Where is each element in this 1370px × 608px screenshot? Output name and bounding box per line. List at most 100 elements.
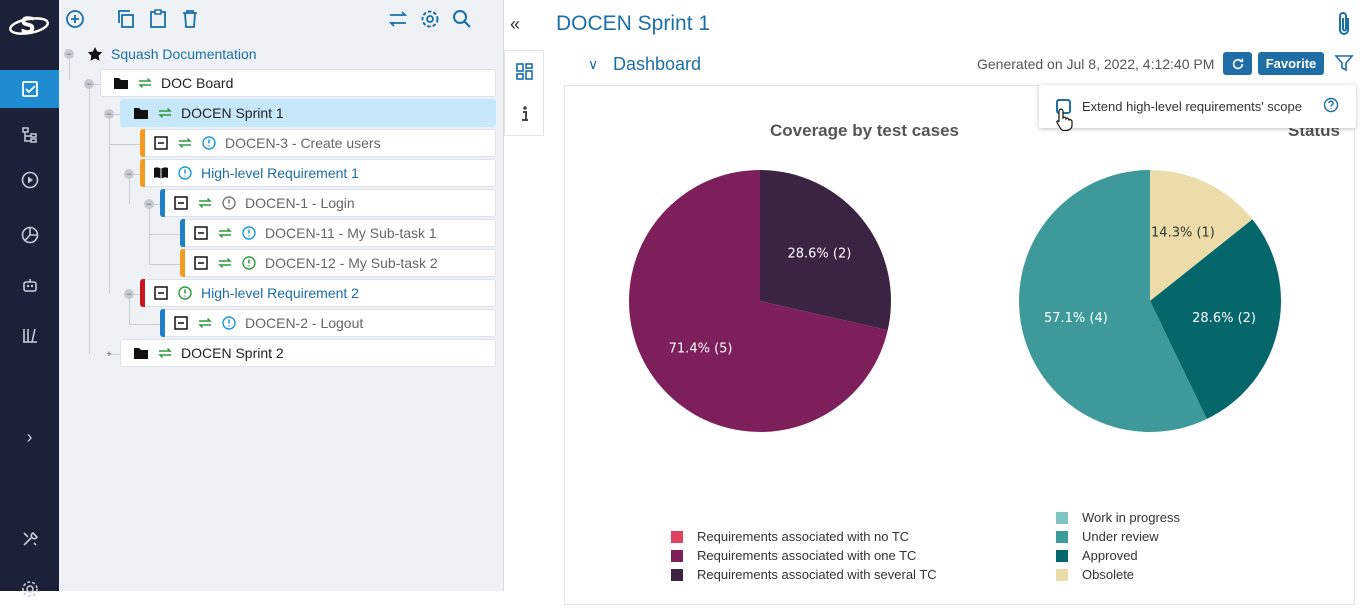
library-nav[interactable] [0, 316, 59, 354]
transfer-button[interactable] [387, 8, 409, 30]
legend-item[interactable]: Under review [1056, 529, 1159, 544]
legend-label: Approved [1082, 548, 1138, 563]
collapse-toggle[interactable]: − [144, 199, 154, 209]
tree-node-label: DOCEN Sprint 2 [181, 345, 284, 361]
requirement-box-icon [153, 135, 169, 151]
search-icon [453, 10, 471, 28]
filter-button[interactable] [1334, 53, 1354, 73]
pie-slice[interactable] [1150, 170, 1253, 301]
pie-slice[interactable] [1018, 170, 1207, 432]
clipboard-icon [150, 9, 166, 28]
dashboard-card: Coverage by test cases Status 28.6% (2) 7… [564, 85, 1355, 605]
tree-root[interactable]: Squash Documentation [87, 40, 387, 68]
copy-button[interactable] [115, 8, 137, 30]
sync-icon [157, 345, 173, 361]
info-circle-icon [201, 135, 217, 151]
paste-button[interactable] [147, 8, 169, 30]
legend-item[interactable]: Obsolete [1056, 567, 1134, 582]
legend-item[interactable]: Requirements associated with one TC [671, 548, 916, 563]
reports-nav[interactable] [0, 216, 59, 254]
legend-item[interactable]: Work in progress [1056, 510, 1180, 525]
pie-icon [21, 226, 38, 244]
info-circle-icon [221, 315, 237, 331]
paperclip-icon [1339, 12, 1349, 35]
double-chevron-left-icon: « [510, 14, 521, 34]
add-button[interactable] [64, 8, 86, 30]
tree-node-docen-12[interactable]: DOCEN-12 - My Sub-task 2 [180, 249, 496, 277]
admin-nav[interactable] [0, 520, 59, 558]
expand-sidebar-button[interactable]: › [0, 418, 59, 456]
sync-icon [157, 105, 173, 121]
gear-icon [21, 581, 38, 597]
info-circle-icon [177, 165, 193, 181]
collapse-toggle[interactable]: − [84, 79, 94, 89]
tree-node-docen-1[interactable]: DOCEN-1 - Login [160, 189, 496, 217]
automation-nav[interactable] [0, 266, 59, 304]
coverage-pie-chart: 28.6% (2) 71.4% (5) [629, 170, 891, 432]
refresh-button[interactable] [1223, 52, 1252, 75]
sync-icon [197, 195, 213, 211]
settings-nav[interactable] [0, 570, 59, 608]
collapse-toggle[interactable]: − [64, 49, 74, 59]
pie-slice[interactable] [629, 170, 888, 432]
tree-node-docen-2[interactable]: DOCEN-2 - Logout [160, 309, 496, 337]
collapse-toggle[interactable]: − [104, 109, 114, 119]
squash-logo[interactable]: S [8, 10, 50, 40]
filter-icon [1334, 55, 1354, 72]
checkbox-icon [21, 81, 38, 97]
legend-swatch [671, 530, 683, 543]
legend-item[interactable]: Requirements associated with several TC [671, 567, 937, 582]
favorite-button[interactable]: Favorite [1258, 52, 1324, 75]
pie-slice[interactable] [1150, 219, 1281, 420]
requirement-tree-panel: − − − − − − + Squash Documentation DOC B… [59, 0, 504, 591]
tools-icon [22, 532, 38, 546]
tree-node-doc-board[interactable]: DOC Board [100, 69, 496, 97]
expand-toggle[interactable]: + [106, 349, 112, 359]
legend-swatch [1056, 511, 1068, 524]
tree-node-docen-sprint-2[interactable]: DOCEN Sprint 2 [120, 339, 496, 367]
dashboard-collapse-toggle[interactable]: ∨ [588, 56, 598, 73]
dashboard-title: Dashboard [613, 54, 702, 74]
legend-label: Requirements associated with several TC [697, 567, 937, 582]
legend-swatch [671, 549, 683, 562]
tree-node-docen-sprint-1[interactable]: DOCEN Sprint 1 [120, 99, 496, 127]
tab-dashboard[interactable] [505, 51, 545, 93]
tree-node-high-level-req-2[interactable]: High-level Requirement 2 [140, 279, 496, 307]
tree-node-label: DOCEN-11 - My Sub-task 1 [265, 225, 437, 241]
svg-text:S: S [20, 14, 36, 39]
requirements-nav[interactable] [0, 70, 59, 108]
pie-slice-label: 14.3% (1) [1151, 226, 1215, 241]
legend-label: Requirements associated with no TC [697, 529, 910, 544]
tree-node-high-level-req-1[interactable]: High-level Requirement 1 [140, 159, 496, 187]
tree-node-label: High-level Requirement 2 [201, 285, 359, 301]
collapse-toggle[interactable]: − [124, 289, 134, 299]
folder-icon [133, 345, 149, 361]
legend-item[interactable]: Approved [1056, 548, 1138, 563]
test-cases-nav[interactable] [0, 116, 59, 154]
campaigns-nav[interactable] [0, 161, 59, 199]
tree-node-label: DOCEN-12 - My Sub-task 2 [265, 255, 438, 271]
pie-slice-label: 71.4% (5) [669, 341, 733, 356]
refresh-icon [1232, 58, 1243, 69]
tree-node-label: DOCEN-1 - Login [245, 195, 355, 211]
chart-title-coverage: Coverage by test cases [770, 121, 959, 140]
help-button[interactable] [1323, 97, 1339, 113]
sync-icon [217, 255, 233, 271]
legend-item[interactable]: Requirements associated with no TC [671, 529, 909, 544]
attachment-button[interactable] [1334, 10, 1354, 38]
side-tabs [504, 50, 544, 136]
collapse-toggle[interactable]: − [124, 169, 134, 179]
dashboard-grid-icon [516, 63, 533, 80]
tab-information[interactable] [505, 93, 545, 135]
tree-icon [21, 127, 37, 143]
tree-node-docen-11[interactable]: DOCEN-11 - My Sub-task 1 [180, 219, 496, 247]
tree-settings-button[interactable] [419, 8, 441, 30]
pie-slice[interactable] [760, 170, 891, 331]
pie-slice-label: 28.6% (2) [1192, 311, 1256, 326]
chevron-down-icon: ∨ [588, 56, 599, 72]
tree-node-docen-3[interactable]: DOCEN-3 - Create users [140, 129, 496, 157]
delete-button[interactable] [179, 8, 201, 30]
search-button[interactable] [451, 8, 473, 30]
robot-icon [22, 279, 37, 292]
collapse-tree-button[interactable]: « [510, 14, 520, 35]
